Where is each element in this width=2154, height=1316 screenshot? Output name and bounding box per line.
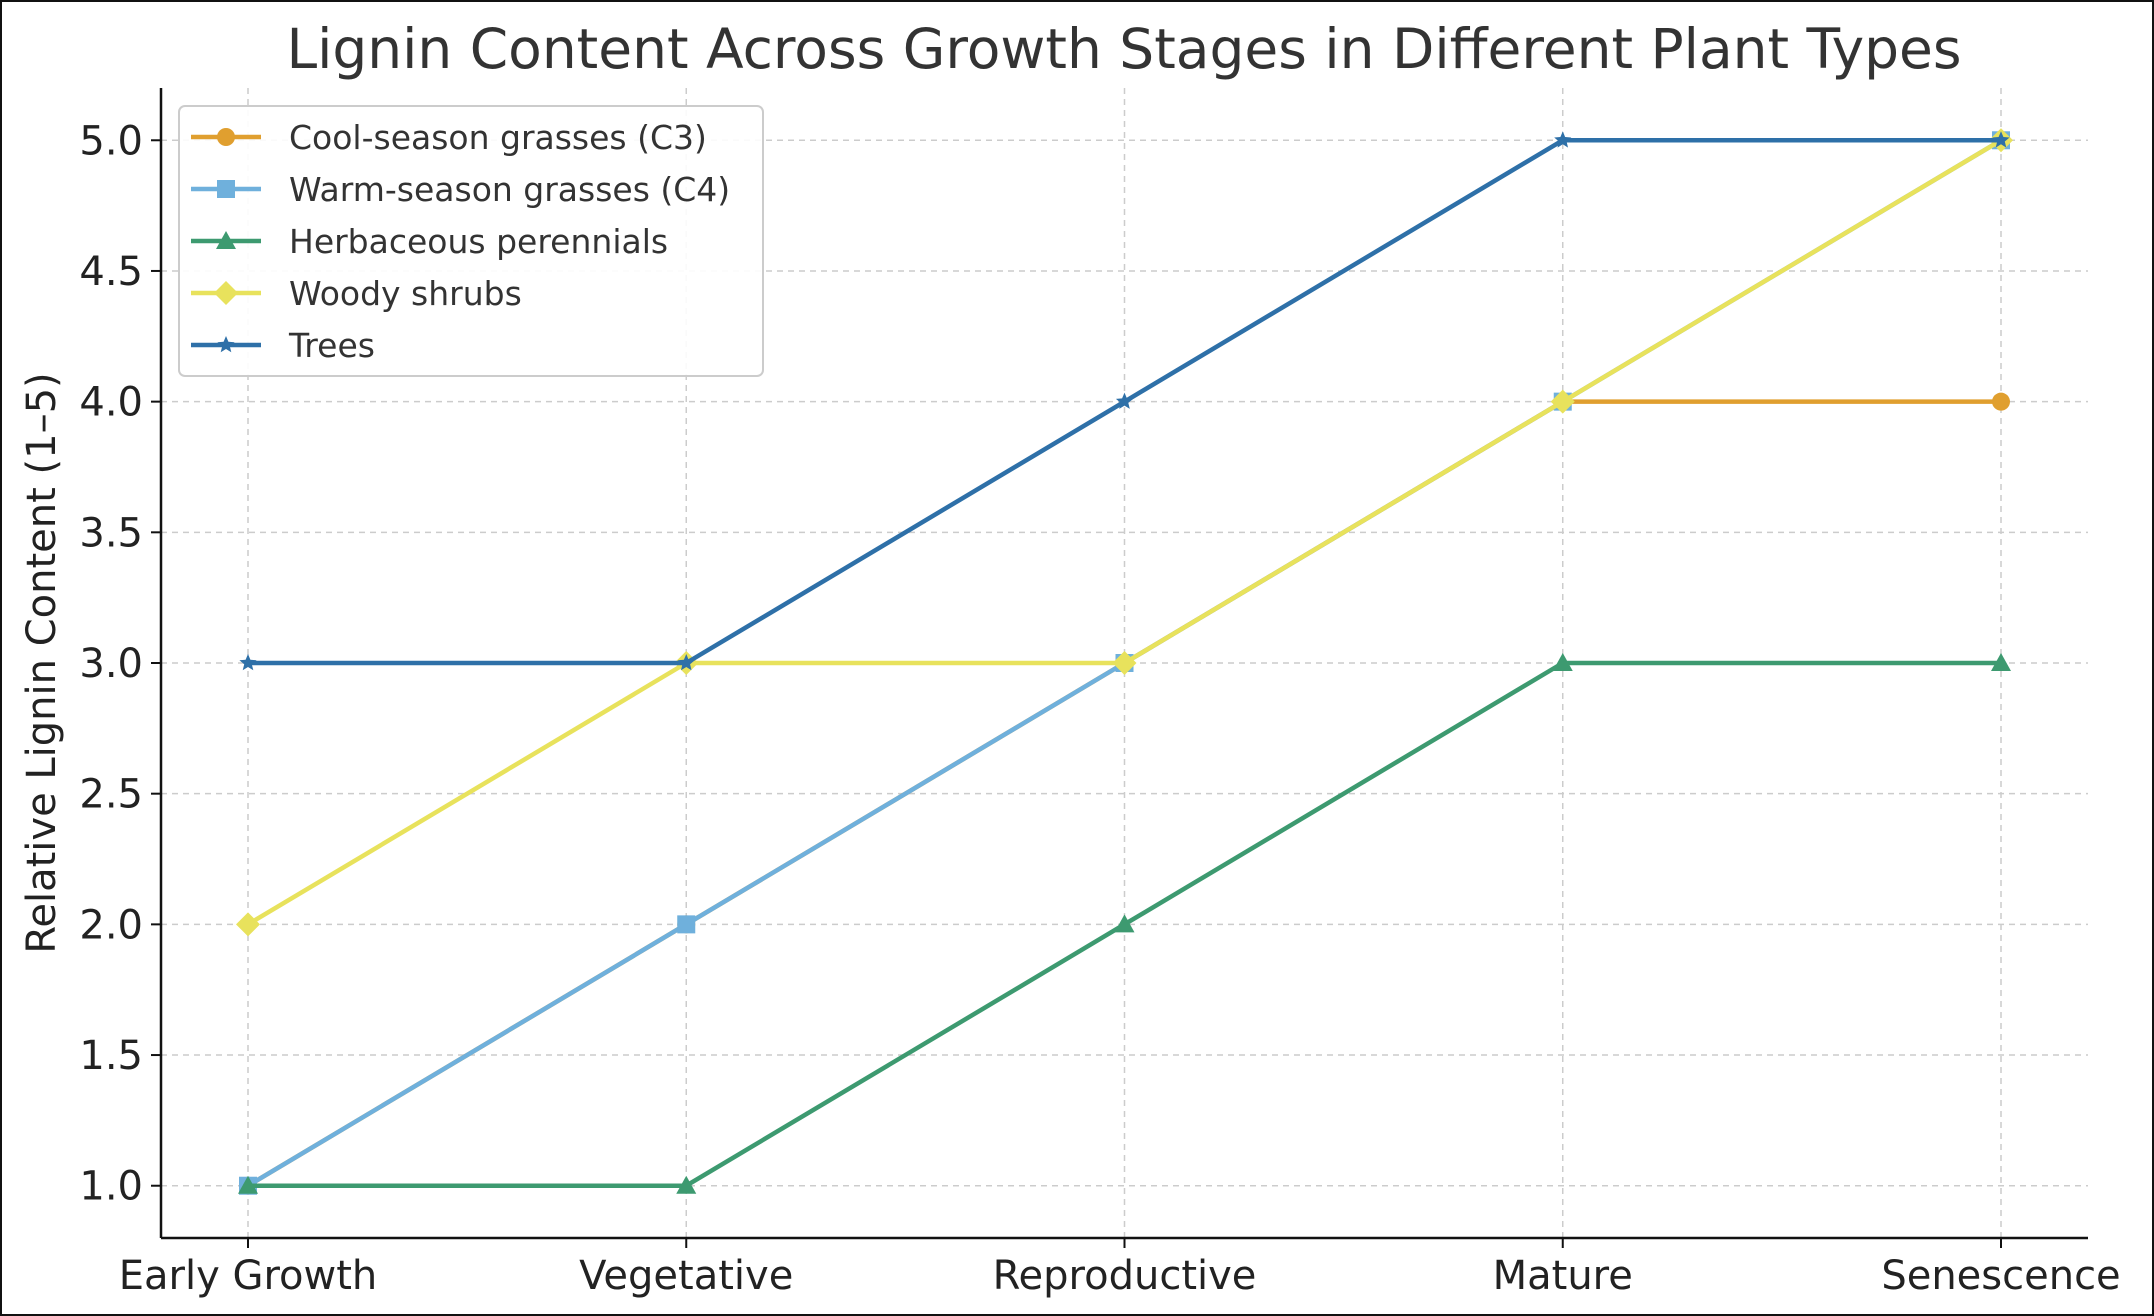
chart-title: Lignin Content Across Growth Stages in D…	[286, 17, 1961, 81]
y-tick-label: 5.0	[79, 118, 143, 164]
x-tick-label: Mature	[1493, 1253, 1633, 1299]
legend-item: Woody shrubs	[191, 274, 522, 313]
data-point-marker	[1112, 651, 1137, 675]
y-axis-label: Relative Lignin Content (1–5)	[19, 372, 65, 953]
data-point-marker	[1115, 392, 1134, 409]
legend-box	[178, 105, 764, 377]
data-point-marker	[1992, 392, 2010, 411]
data-point-marker	[1991, 653, 2011, 671]
legend-marker	[214, 281, 238, 305]
legend-label: Warm-season grasses (C4)	[289, 170, 730, 209]
data-point-marker	[1114, 914, 1135, 933]
y-tick-label: 1.5	[79, 1033, 143, 1079]
y-tick-label: 3.5	[79, 510, 143, 556]
legend-label: Herbaceous perennials	[289, 222, 668, 261]
legend: Cool-season grasses (C3) Warm-season gras…	[178, 105, 764, 377]
data-point-marker	[1552, 653, 1573, 671]
series-2	[238, 653, 2011, 1194]
legend-item: Warm-season grasses (C4)	[191, 170, 730, 209]
x-tick-label: Reproductive	[993, 1253, 1257, 1299]
data-point-marker	[677, 915, 696, 934]
data-point-marker	[239, 654, 257, 671]
x-tick-label: Senescence	[1881, 1253, 2120, 1299]
legend-marker	[217, 128, 235, 146]
x-tick-label: Vegetative	[579, 1253, 793, 1299]
legend-marker	[216, 231, 236, 249]
legend-marker	[217, 336, 235, 353]
legend-label: Cool-season grasses (C3)	[289, 118, 707, 157]
series-layer	[236, 128, 2013, 1195]
legend-label: Trees	[288, 326, 375, 365]
y-tick-label: 2.5	[79, 772, 143, 818]
legend-marker	[217, 180, 235, 198]
legend-item: Cool-season grasses (C3)	[191, 118, 707, 157]
legend-label: Woody shrubs	[289, 274, 522, 313]
y-tick-label: 4.0	[79, 380, 143, 426]
data-point-marker	[1992, 131, 2010, 148]
ticks-layer: 1.0 1.5 2.0 2.5 3.0 3.5 4.0 4.5 5.0 Early Growth V…	[79, 118, 2120, 1299]
series-4	[239, 131, 2010, 671]
data-point-marker	[1554, 131, 1572, 148]
y-tick-label: 3.0	[79, 641, 143, 687]
data-point-marker	[677, 654, 695, 671]
data-point-marker	[238, 1175, 258, 1194]
data-point-marker	[676, 1175, 697, 1194]
legend-item: Trees	[191, 326, 375, 365]
y-tick-label: 1.0	[79, 1164, 143, 1210]
x-tick-label: Early Growth	[119, 1253, 378, 1299]
y-tick-label: 4.5	[79, 249, 143, 295]
legend-item: Herbaceous perennials	[191, 222, 668, 261]
data-point-marker	[1550, 389, 1575, 414]
y-tick-label: 2.0	[79, 902, 143, 948]
data-point-marker	[236, 912, 260, 937]
